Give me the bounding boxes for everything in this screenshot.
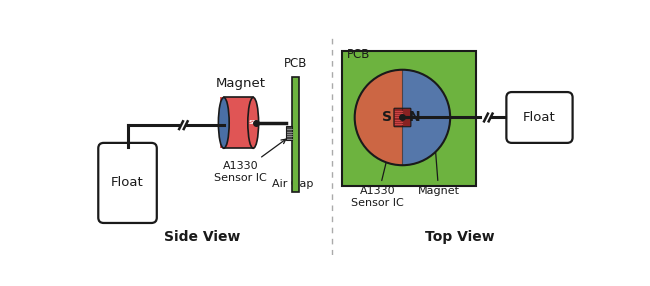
Text: Magnet: Magnet: [216, 77, 266, 90]
Text: Float: Float: [111, 176, 144, 189]
Bar: [292, 77, 299, 192]
FancyBboxPatch shape: [506, 92, 573, 143]
Text: PCB: PCB: [347, 47, 370, 61]
Bar: [286, 126, 292, 140]
FancyBboxPatch shape: [394, 108, 411, 127]
Text: Side View: Side View: [164, 230, 240, 244]
Text: Float: Float: [523, 111, 556, 124]
Text: PCB: PCB: [284, 57, 307, 70]
Ellipse shape: [218, 98, 229, 148]
Text: A1330
Sensor IC: A1330 Sensor IC: [352, 115, 404, 208]
Text: A1330
Sensor IC: A1330 Sensor IC: [214, 139, 286, 183]
Bar: [342, 51, 476, 186]
Wedge shape: [402, 70, 450, 165]
Bar: [220, 98, 254, 148]
Text: S: S: [382, 110, 392, 124]
Text: Magnet: Magnet: [417, 145, 460, 196]
Text: SN: SN: [248, 120, 258, 125]
Wedge shape: [355, 70, 402, 165]
Text: Top View: Top View: [425, 230, 495, 244]
FancyBboxPatch shape: [98, 143, 157, 223]
Text: N: N: [409, 110, 421, 124]
Text: Air Gap: Air Gap: [272, 179, 313, 189]
Circle shape: [355, 70, 450, 165]
Ellipse shape: [248, 98, 259, 148]
